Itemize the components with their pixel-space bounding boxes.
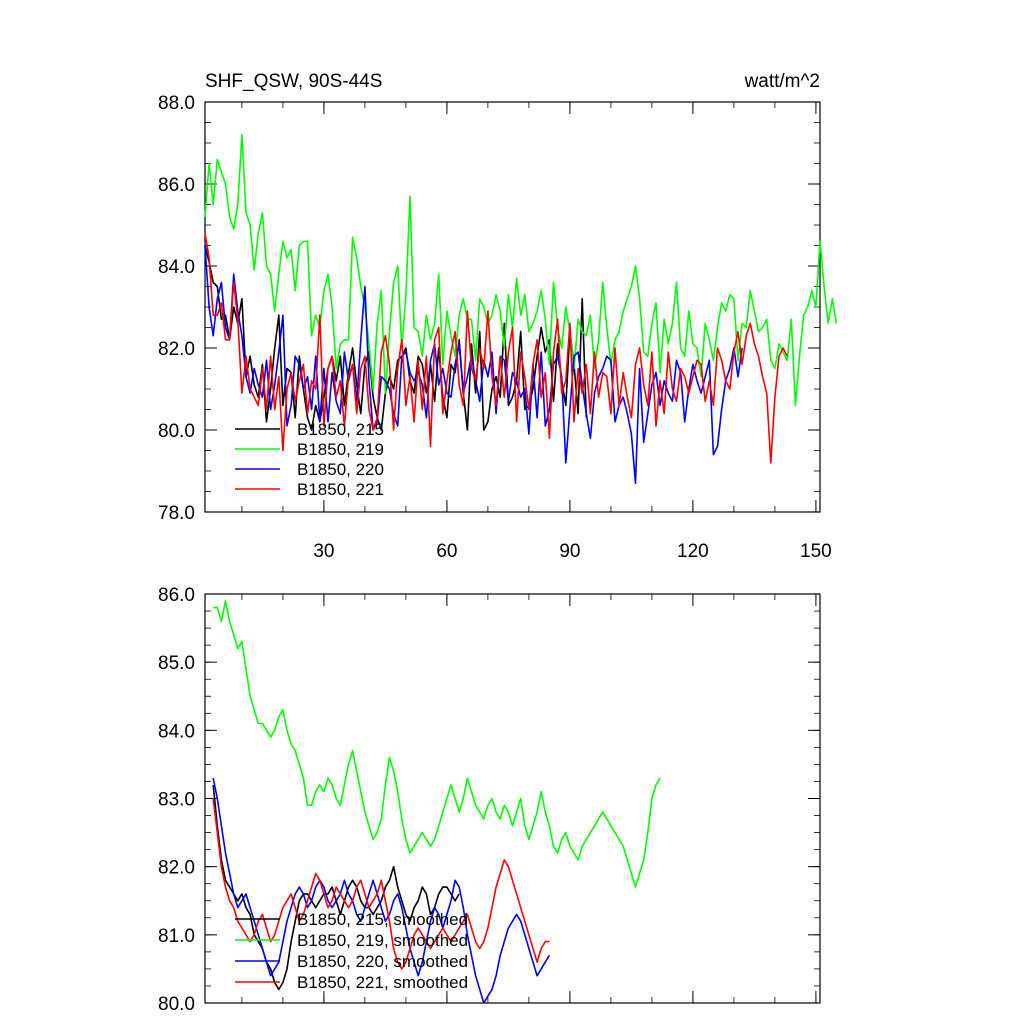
top-series-group: [204, 134, 838, 485]
y-tick-label: 81.0: [158, 926, 195, 947]
legend-label: B1850, 215, smoothed: [297, 910, 468, 929]
y-tick-label: 82.0: [158, 858, 195, 879]
series-line-b1850-220-smoothed: [212, 777, 551, 1004]
series-line-b1850-220: [204, 245, 743, 485]
legend-label: B1850, 219, smoothed: [297, 931, 468, 950]
x-tick-label: 90: [559, 541, 580, 562]
chart-title: SHF_QSW, 90S-44S: [205, 71, 382, 92]
bottom-axes: 80.0 81.0 82.0 83.0 84.0 85.0 86.0: [158, 585, 821, 1015]
y-tick-label: 78.0: [158, 503, 195, 524]
legend-label: B1850, 220: [297, 460, 384, 479]
y-tick-label: 80.0: [158, 421, 195, 442]
x-tick-label: 60: [436, 541, 457, 562]
y-tick-label: 85.0: [158, 653, 195, 674]
top-panel: SHF_QSW, 90S-44S watt/m^2 78.0 80.0 82.0 84…: [158, 71, 838, 562]
x-tick-label: 30: [313, 541, 334, 562]
legend-label: B1850, 215: [297, 420, 384, 439]
legend-label: B1850, 221: [297, 480, 384, 499]
bottom-panel: 80.0 81.0 82.0 83.0 84.0 85.0 86.0 B1850, 215,…: [158, 585, 821, 1015]
y-tick-label: 86.0: [158, 585, 195, 606]
series-line-b1850-221: [204, 233, 788, 464]
y-tick-label: 86.0: [158, 175, 195, 196]
bottom-legend: B1850, 215, smoothed B1850, 219, smoothed…: [235, 910, 468, 992]
units-label: watt/m^2: [744, 71, 820, 92]
y-tick-label: 80.0: [158, 994, 195, 1015]
top-axes: 78.0 80.0 82.0 84.0 86.0 88.0 30 60 90 120 150: [158, 93, 832, 562]
series-line-b1850-219-smoothed: [213, 599, 661, 888]
y-tick-label: 88.0: [158, 93, 195, 114]
x-tick-label: 120: [677, 541, 709, 562]
legend-label: B1850, 220, smoothed: [297, 952, 468, 971]
y-tick-label: 84.0: [158, 721, 195, 742]
bottom-series-group: [212, 599, 661, 1004]
series-line-b1850-219: [204, 134, 838, 407]
legend-label: B1850, 219: [297, 440, 384, 459]
x-tick-label: 150: [800, 541, 832, 562]
series-line-b1850-215: [204, 245, 588, 431]
y-tick-label: 83.0: [158, 790, 195, 811]
y-tick-label: 84.0: [158, 257, 195, 278]
series-line-b1850-221-smoothed: [212, 798, 550, 970]
y-tick-label: 82.0: [158, 339, 195, 360]
legend-label: B1850, 221, smoothed: [297, 973, 468, 992]
